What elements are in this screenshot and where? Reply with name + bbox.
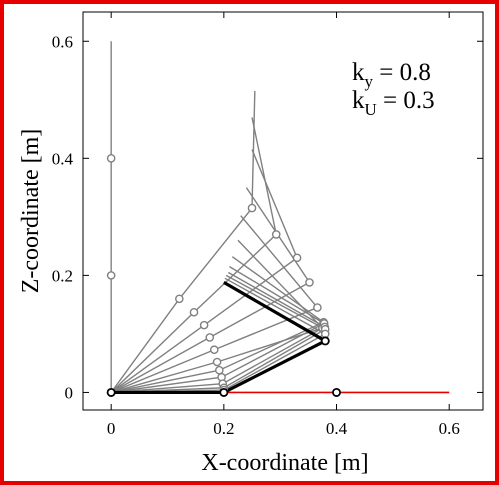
x-tick-label: 0 <box>107 419 116 438</box>
trajectory-frame-line <box>110 149 298 394</box>
axes: 0 0.2 0.4 0.6 0 0.2 0.4 0.6 <box>52 12 483 438</box>
trajectory-frame-line <box>110 239 324 394</box>
joint-marker <box>313 303 322 312</box>
x-tick-label: 0.6 <box>439 419 460 438</box>
joint-marker <box>271 230 281 239</box>
y-axis-title: Z-coordinate [m] <box>18 129 44 294</box>
joint-marker <box>205 333 215 342</box>
x-axis-title: X-coordinate [m] <box>201 450 368 476</box>
joint-marker <box>247 203 257 213</box>
annotation-ky: ky = 0.8 <box>352 59 431 91</box>
joint-marker <box>175 294 184 304</box>
x-tick-label: 0.4 <box>326 419 348 438</box>
annotation-ku: kU = 0.3 <box>352 87 435 119</box>
trajectory-frame-line <box>111 266 326 394</box>
initial-joint-marker <box>106 154 116 163</box>
joint-marker <box>189 307 199 317</box>
plot-area <box>82 11 484 411</box>
x-tick-label: 0.2 <box>213 419 234 438</box>
final-joint-marker <box>332 387 342 397</box>
joint-marker <box>320 329 330 339</box>
final-joint-marker <box>106 387 116 397</box>
trajectory-frame-line <box>110 215 319 394</box>
joint-marker <box>209 345 219 355</box>
joint-marker <box>199 320 209 330</box>
joint-marker <box>212 357 222 367</box>
joint-marker <box>305 278 314 287</box>
final-pose-line <box>111 281 329 395</box>
trajectory-frame-line <box>111 274 327 394</box>
trajectory-frame-line <box>111 271 327 394</box>
trajectory-frame-line <box>110 90 256 393</box>
joint-marker <box>292 253 302 263</box>
trajectory-frame-line <box>110 117 278 393</box>
y-tick-label: 0.2 <box>52 266 73 285</box>
y-tick-label: 0.4 <box>52 149 74 168</box>
joint-marker <box>215 365 224 375</box>
y-tick-label: 0 <box>65 383 74 402</box>
initial-joint-marker <box>106 271 116 280</box>
series-layer <box>106 41 450 397</box>
trajectory-frame-line <box>111 256 325 394</box>
final-joint-marker <box>219 387 229 397</box>
y-tick-label: 0.6 <box>52 32 73 51</box>
final-joint-marker <box>320 336 330 346</box>
